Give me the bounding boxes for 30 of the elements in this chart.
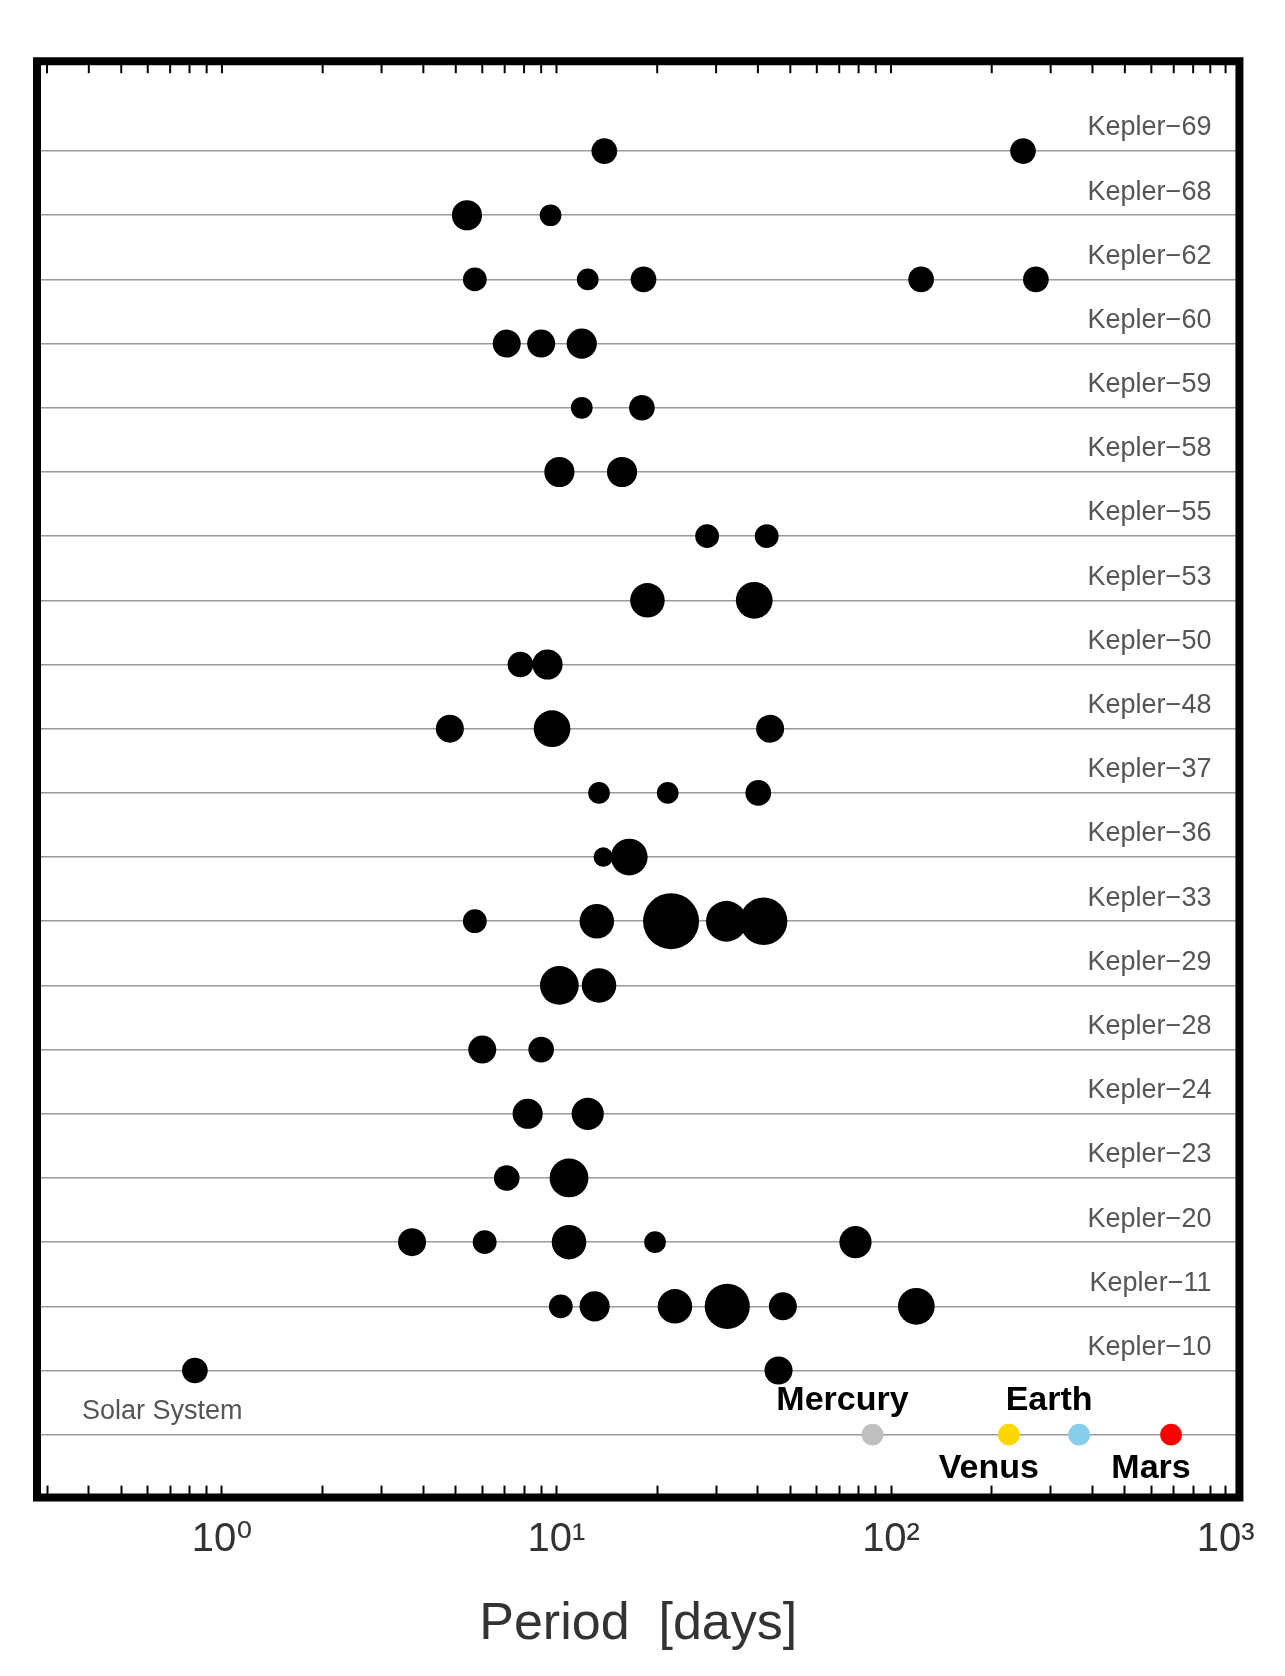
y-tick-label: Solar System bbox=[82, 1395, 243, 1426]
y-tick-label: Kepler−33 bbox=[1087, 881, 1212, 912]
y-tick-label: Kepler−24 bbox=[1087, 1074, 1212, 1105]
y-tick-label: Kepler−53 bbox=[1087, 560, 1212, 591]
y-tick-label: Kepler−59 bbox=[1087, 368, 1212, 399]
y-tick-label: Kepler−29 bbox=[1087, 945, 1212, 976]
y-tick-label: Kepler−11 bbox=[1089, 1266, 1212, 1297]
y-tick-label: Kepler−36 bbox=[1087, 817, 1212, 848]
y-tick-label: Kepler−10 bbox=[1087, 1330, 1212, 1361]
y-tick-label: Kepler−20 bbox=[1087, 1202, 1212, 1233]
data-label: Mars bbox=[1111, 1447, 1191, 1486]
y-tick-label: Kepler−58 bbox=[1087, 432, 1212, 463]
y-tick-label: Kepler−28 bbox=[1087, 1009, 1212, 1040]
x-axis-title: Period [days] bbox=[479, 1592, 798, 1651]
y-tick-label: Kepler−50 bbox=[1087, 624, 1212, 655]
y-tick-label: Kepler−48 bbox=[1087, 689, 1212, 720]
y-tick-label: Kepler−37 bbox=[1087, 753, 1212, 784]
y-tick-label: Kepler−60 bbox=[1087, 303, 1212, 334]
x-tick-label: 10⁰ bbox=[191, 1514, 253, 1559]
x-tick-label: 10¹ bbox=[527, 1514, 586, 1559]
data-label: Earth bbox=[1005, 1379, 1093, 1418]
data-label: Mercury bbox=[776, 1379, 909, 1418]
y-tick-label: Kepler−23 bbox=[1087, 1138, 1212, 1169]
x-tick-label: 10³ bbox=[1196, 1514, 1255, 1559]
y-tick-label: Kepler−69 bbox=[1087, 111, 1212, 142]
x-tick-label: 10² bbox=[862, 1514, 920, 1559]
y-tick-label: Kepler−62 bbox=[1087, 239, 1212, 270]
y-tick-label: Kepler−55 bbox=[1087, 496, 1212, 527]
y-tick-label: Kepler−68 bbox=[1087, 175, 1212, 206]
data-label: Venus bbox=[938, 1447, 1039, 1486]
